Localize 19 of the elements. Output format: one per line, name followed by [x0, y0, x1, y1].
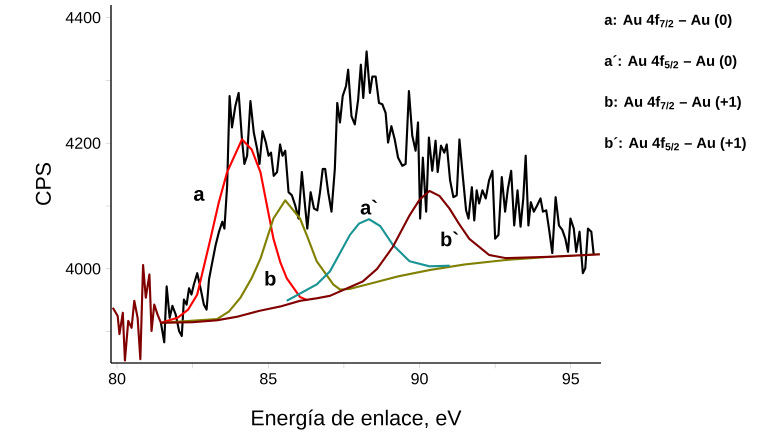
series-label: b` [441, 231, 458, 246]
text: b´: Au 4f$_{5/2}$ – Au (+1) [605, 137, 746, 151]
y-tick-label: 4400 [66, 12, 100, 24]
y-tick-label: 4000 [66, 263, 100, 274]
line-series [160, 138, 309, 324]
x-axis-title: Energía de enlace, eV [252, 410, 462, 430]
series-label: b [265, 270, 276, 286]
text: a: Au 4f$_{7/2}$ – Au (0) [604, 14, 732, 28]
x-tick-label: 90 [411, 373, 428, 384]
y-tick-label: 4200 [66, 138, 100, 149]
line-series [160, 50, 595, 344]
series-label: a [194, 190, 205, 201]
y-axis-title: CPS [36, 163, 51, 205]
x-tick-label: 85 [260, 373, 277, 384]
text: a´: Au 4f$_{5/2}$ – Au (0) [604, 55, 736, 69]
x-tick-label: 95 [562, 373, 579, 384]
series-label: a` [360, 200, 377, 215]
text: b: Au 4f$_{7/2}$ – Au (+1) [605, 96, 741, 110]
x-tick-label: 80 [108, 373, 126, 384]
